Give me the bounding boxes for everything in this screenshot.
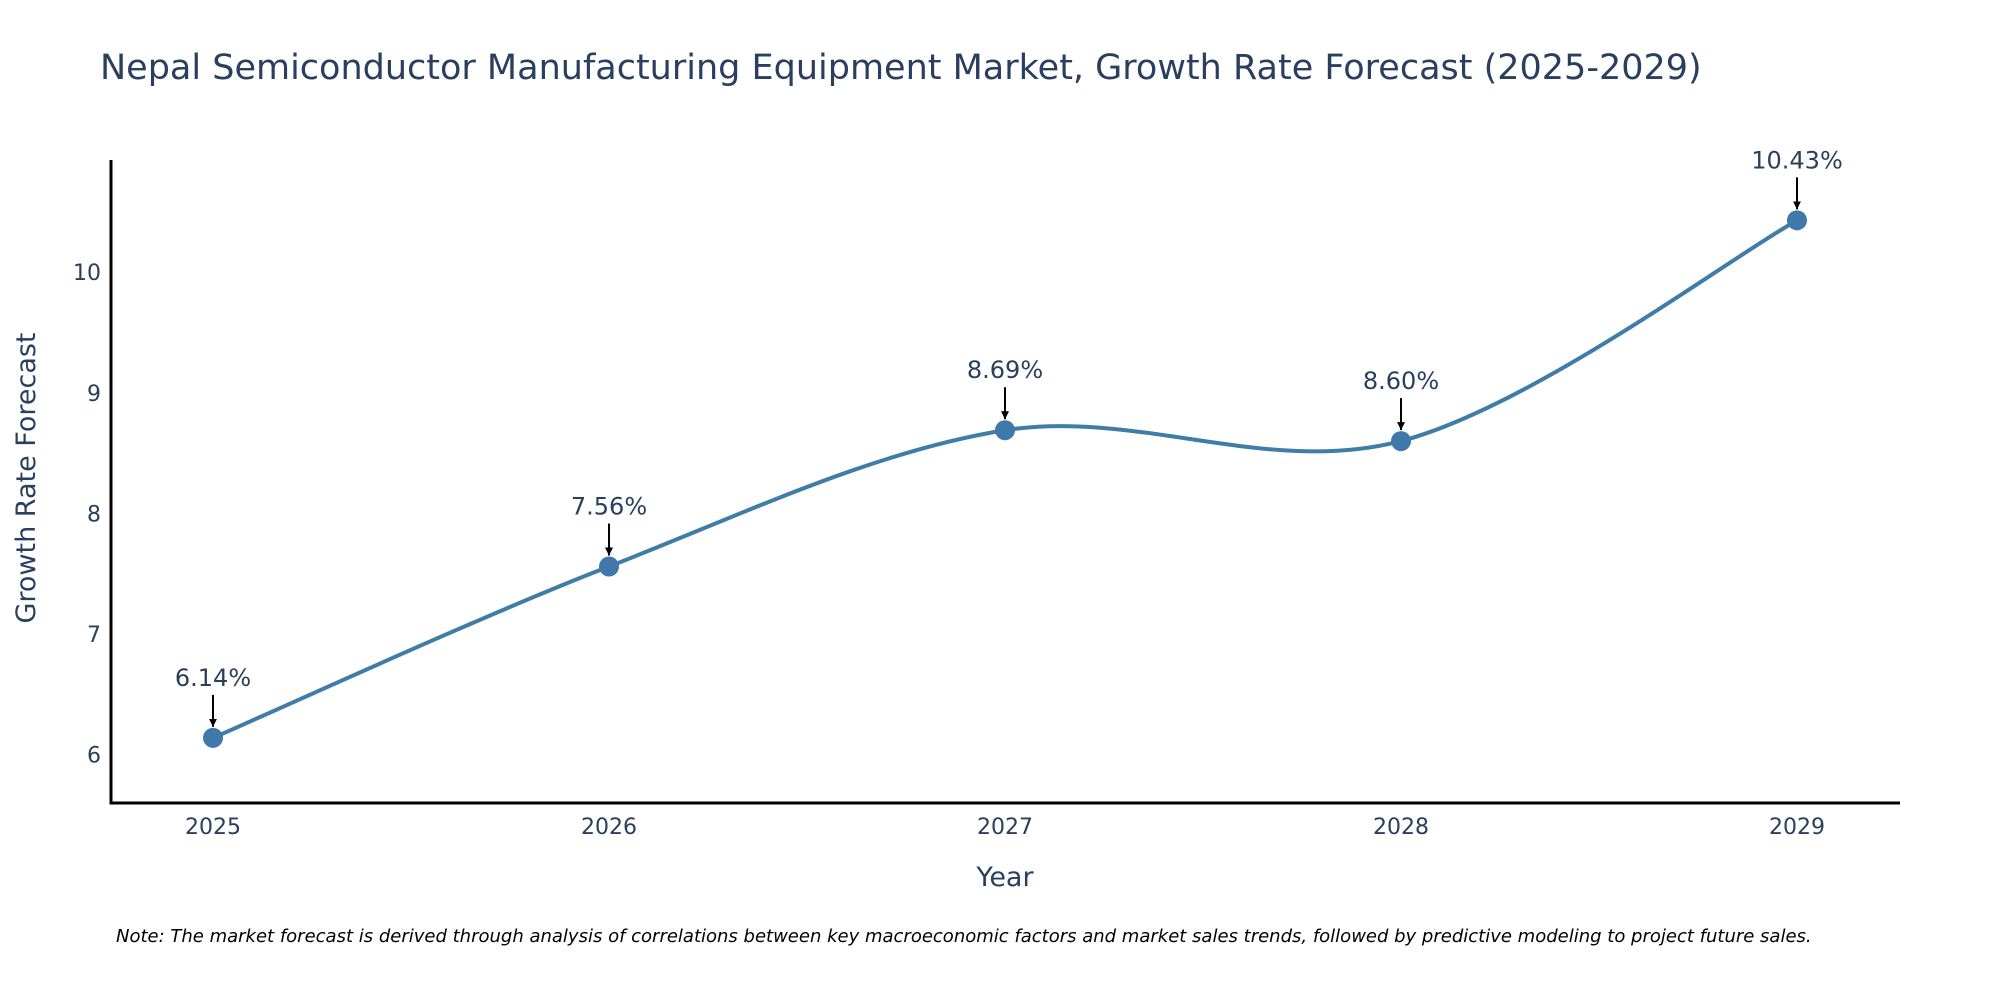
data-label: 8.69% — [967, 356, 1043, 384]
plot-area: 6 7 8 9 10 2025 2026 2027 2028 2029 6.14% 7.56% 8.69… — [73, 146, 1843, 840]
chart-title: Nepal Semiconductor Manufacturing Equipm… — [100, 48, 1702, 88]
y-axis-title: Growth Rate Forecast — [11, 332, 42, 623]
y-tick-label: 10 — [73, 261, 101, 286]
footnote: Note: The market forecast is derived thr… — [116, 926, 1812, 947]
y-tick-label: 9 — [87, 382, 101, 407]
data-label: 6.14% — [175, 664, 251, 692]
x-axis-title: Year — [975, 862, 1034, 893]
data-point — [599, 556, 619, 577]
y-tick-label: 8 — [87, 502, 101, 527]
data-label: 10.43% — [1751, 146, 1843, 174]
data-label: 7.56% — [571, 493, 647, 521]
data-point — [203, 727, 223, 748]
y-tick-label: 7 — [87, 623, 101, 648]
y-tick-label: 6 — [87, 744, 101, 769]
x-tick-label: 2026 — [581, 815, 637, 840]
data-point — [995, 420, 1015, 441]
x-tick-label: 2027 — [977, 815, 1033, 840]
data-point — [1787, 210, 1807, 231]
x-tick-label: 2025 — [185, 815, 241, 840]
data-point — [1391, 431, 1411, 452]
x-tick-label: 2029 — [1769, 815, 1825, 840]
growth-rate-line — [211, 218, 1799, 740]
x-tick-label: 2028 — [1373, 815, 1429, 840]
data-label: 8.60% — [1363, 367, 1439, 395]
